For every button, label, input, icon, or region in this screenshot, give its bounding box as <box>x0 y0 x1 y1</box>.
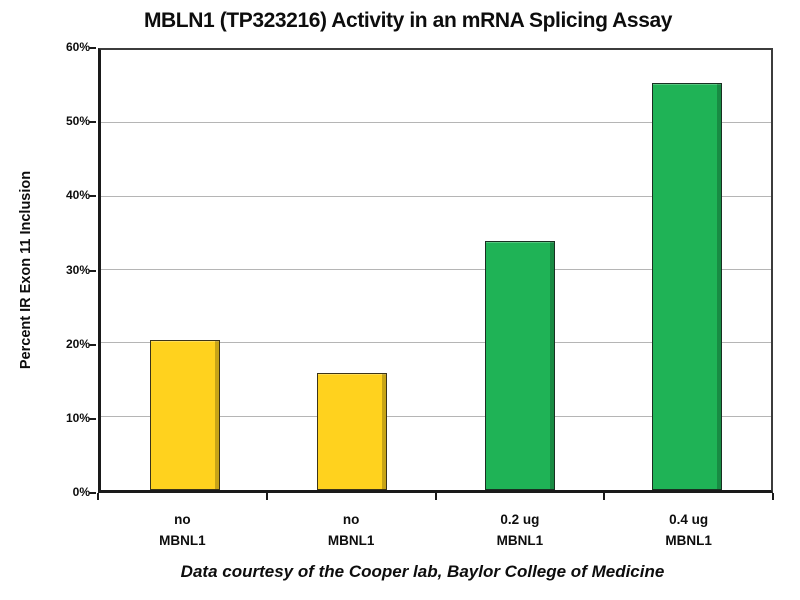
y-tick-mark <box>89 121 96 124</box>
bar-4 <box>652 83 723 490</box>
bar-1 <box>149 339 220 490</box>
x-category-label-line: no <box>342 512 360 527</box>
x-tick-mark <box>434 493 437 500</box>
y-tick-mark <box>89 269 96 272</box>
x-tick-mark <box>97 493 99 500</box>
x-category-label-line: 0.4 ug <box>669 512 709 527</box>
x-tick-mark <box>265 493 268 500</box>
plot-area <box>98 48 773 493</box>
y-tick-mark <box>89 492 96 494</box>
x-category-label-line: 0.2 ug <box>500 512 540 527</box>
x-category-label-2: no MBNL1 <box>286 509 416 551</box>
bar-3 <box>484 240 555 490</box>
x-category-label-line: MBNL1 <box>327 533 375 548</box>
gridline-50 <box>101 122 771 124</box>
y-tick-mark <box>89 343 96 346</box>
y-tick-label-10%: 10% <box>65 410 90 425</box>
y-tick-label-30%: 30% <box>65 262 90 277</box>
x-category-label-line: no <box>174 512 191 527</box>
y-tick-label-40%: 40% <box>65 188 90 203</box>
x-category-label-1: no MBNL1 <box>117 509 247 551</box>
y-tick-label-0%: 0% <box>72 485 90 499</box>
gridline-40 <box>101 195 771 197</box>
y-tick-mark <box>89 417 96 420</box>
gridline-10 <box>101 415 771 417</box>
y-axis-title: Percent IR Exon 11 Inclusion <box>18 170 34 370</box>
x-category-label-4: 0.4 ug MBNL1 <box>624 509 754 551</box>
y-tick-label-20%: 20% <box>65 336 90 351</box>
y-tick-mark <box>89 47 96 49</box>
footnote: Data courtesy of the Cooper lab, Baylor … <box>180 562 665 581</box>
x-tick-mark <box>772 493 774 500</box>
x-category-label-3: 0.2 ug MBNL1 <box>455 509 585 551</box>
bar-2 <box>317 372 388 490</box>
gridline-20 <box>101 342 771 344</box>
y-tick-mark <box>89 195 96 198</box>
y-tick-label-50%: 50% <box>65 114 90 129</box>
chart-title: MBLN1 (TP323216) Activity in an mRNA Spl… <box>143 9 673 32</box>
y-tick-label-60%: 60% <box>65 40 90 54</box>
gridline-30 <box>101 269 771 270</box>
x-category-label-line: MBNL1 <box>159 533 206 548</box>
x-category-label-line: MBNL1 <box>665 533 712 548</box>
x-category-label-line: MBNL1 <box>496 533 544 548</box>
x-tick-mark <box>603 493 606 500</box>
